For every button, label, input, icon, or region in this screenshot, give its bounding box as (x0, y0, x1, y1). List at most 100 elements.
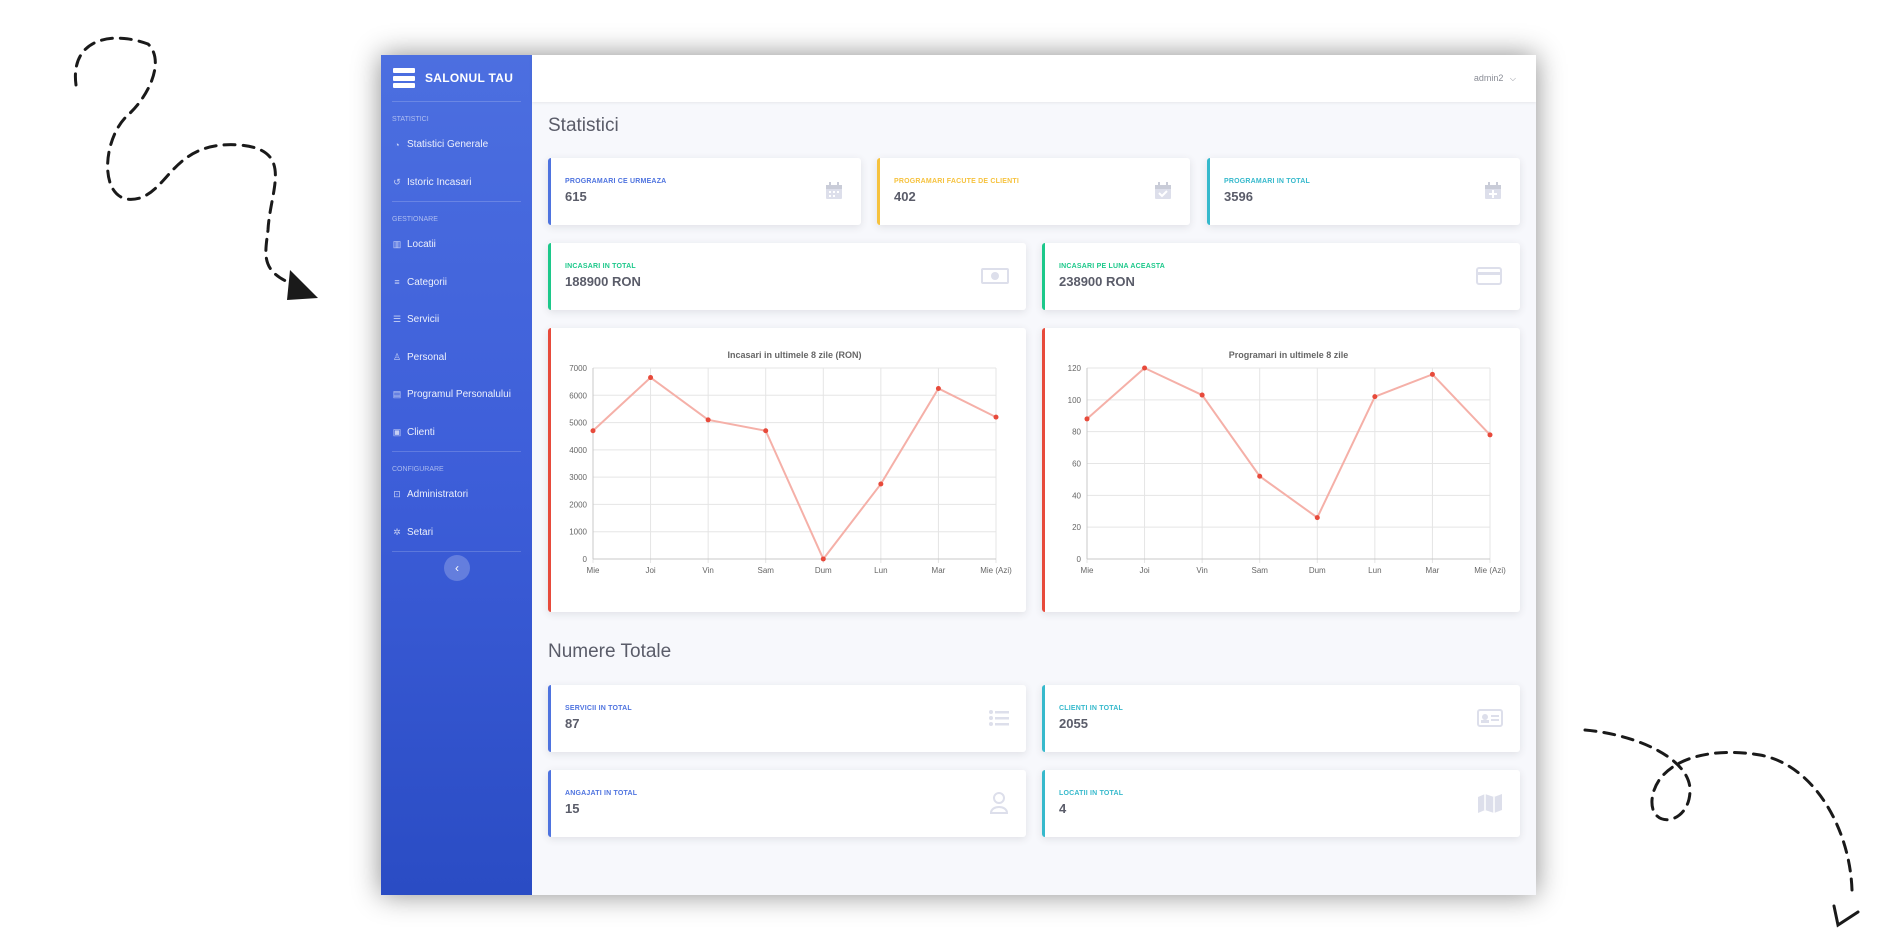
user-icon: ♙ (392, 351, 402, 362)
data-point (1142, 365, 1148, 371)
sidebar-item-istoric-incasari[interactable]: ↺ Istoric Incasari (381, 164, 532, 202)
stat-value: 615 (565, 189, 587, 204)
data-point (820, 556, 826, 562)
stat-label: PROGRAMARI FACUTE DE CLIENTI (894, 178, 1019, 185)
stat-value: 15 (565, 801, 580, 816)
chevron-left-icon: ‹ (455, 561, 459, 575)
stat-label: ANGAJATI IN TOTAL (565, 790, 638, 797)
stat-label: INCASARI PE LUNA ACEASTA (1059, 263, 1166, 270)
y-tick-label: 120 (1068, 364, 1082, 373)
series-line (592, 376, 997, 561)
sidebar-item-statistici-generale[interactable]: ◔ Statistici Generale (381, 126, 532, 164)
y-tick-label: 40 (1072, 491, 1081, 500)
stat-label: SERVICII IN TOTAL (565, 705, 632, 712)
y-tick-label: 0 (1077, 555, 1082, 564)
id-card-icon: ▣ (392, 426, 402, 437)
y-tick-label: 5000 (569, 419, 587, 428)
stat-value: 238900 RON (1059, 274, 1135, 289)
sidebar: SALONUL TAU STATISTICI ◔ Statistici Gene… (381, 55, 532, 895)
sidebar-toggle-button[interactable]: ‹ (444, 555, 470, 581)
sidebar-item-administratori[interactable]: ⊡ Administratori (381, 476, 532, 514)
x-tick-label: Lun (874, 566, 887, 575)
stat-card-programari-facute-de-clienti: PROGRAMARI FACUTE DE CLIENTI 402 (877, 158, 1190, 225)
total-card-servicii: SERVICII IN TOTAL 87 (548, 685, 1026, 752)
stat-value: 188900 RON (565, 274, 641, 289)
y-tick-label: 7000 (569, 364, 587, 373)
calendar-check-icon (1152, 180, 1174, 202)
data-point (1257, 473, 1263, 479)
sidebar-item-personal[interactable]: ♙ Personal (381, 339, 532, 377)
x-tick-label: Vin (1196, 566, 1207, 575)
stat-label: PROGRAMARI CE URMEAZA (565, 178, 667, 185)
chart-title: Incasari in ultimele 8 zile (RON) (727, 350, 861, 360)
data-point (1084, 416, 1090, 422)
stat-value: 4 (1059, 801, 1067, 816)
x-tick-label: Joi (645, 566, 655, 575)
stat-value: 402 (894, 189, 916, 204)
data-point (1429, 371, 1435, 377)
sidebar-item-label: Administratori (407, 489, 469, 501)
sidebar-item-setari[interactable]: ✲ Setari (381, 514, 532, 552)
sidebar-item-locatii[interactable]: ▥ Locatii (381, 226, 532, 264)
y-tick-label: 6000 (569, 391, 587, 400)
stat-card-programari-ce-urmeaza: PROGRAMARI CE URMEAZA 615 (548, 158, 861, 225)
chevron-down-icon: ⌵ (1509, 74, 1516, 83)
data-point (763, 428, 769, 434)
user-icon (988, 792, 1010, 814)
chart-card-incasari: Incasari in ultimele 8 zile (RON) 0 1000 20… (548, 328, 1026, 612)
x-tick-label: Mar (1426, 566, 1440, 575)
sidebar-divider (392, 451, 521, 452)
y-tick-label: 80 (1072, 428, 1081, 437)
list-icon: ≡ (394, 277, 400, 288)
user-menu[interactable]: admin2 ⌵ (1474, 73, 1516, 84)
sidebar-divider (392, 101, 521, 102)
map-icon: ▥ (392, 239, 402, 250)
id-card-icon (1476, 707, 1504, 729)
brand[interactable]: SALONUL TAU (381, 55, 532, 101)
data-point (1199, 392, 1205, 398)
sidebar-item-categorii[interactable]: ≡ Categorii (381, 264, 532, 302)
x-tick-label: Joi (1139, 566, 1149, 575)
stat-value: 2055 (1059, 716, 1088, 731)
credit-card-icon (1474, 265, 1504, 287)
x-tick-label: Mie (Azi) (1474, 566, 1506, 575)
calendar-icon (823, 180, 845, 202)
x-tick-label: Dum (815, 566, 832, 575)
sidebar-item-programul-personalului[interactable]: ▤ Programul Personalului (381, 376, 532, 414)
data-point (1487, 432, 1493, 438)
stat-value: 3596 (1224, 189, 1253, 204)
lock-icon: ⊡ (393, 489, 401, 500)
stat-value: 87 (565, 716, 580, 731)
map-icon (1476, 792, 1504, 814)
sidebar-item-label: Programul Personalului (407, 389, 511, 401)
app-window: SALONUL TAU STATISTICI ◔ Statistici Gene… (381, 55, 1536, 895)
topbar: admin2 ⌵ (532, 55, 1536, 102)
y-tick-label: 60 (1072, 460, 1081, 469)
brand-name: SALONUL TAU (425, 71, 514, 85)
list-ul-icon (988, 707, 1010, 729)
sidebar-divider (392, 201, 521, 202)
chart-incasari: Incasari in ultimele 8 zile (RON) 0 1000 20… (569, 350, 1012, 575)
x-tick-label: Dum (1309, 566, 1326, 575)
data-point (705, 417, 711, 423)
sidebar-item-label: Personal (407, 351, 447, 363)
sidebar-item-label: Statistici Generale (407, 139, 489, 151)
x-tick-label: Mar (932, 566, 946, 575)
sidebar-item-clienti[interactable]: ▣ Clienti (381, 414, 532, 452)
sidebar-heading-configurare: CONFIGURARE (392, 466, 444, 473)
sidebar-item-label: Servicii (407, 314, 440, 326)
stat-label: PROGRAMARI IN TOTAL (1224, 178, 1310, 185)
gear-icon: ✲ (393, 526, 401, 537)
stat-label: LOCATII IN TOTAL (1059, 790, 1124, 797)
income-card-month: INCASARI PE LUNA ACEASTA 238900 RON (1042, 243, 1520, 310)
sidebar-item-label: Categorii (407, 276, 448, 288)
y-tick-label: 0 (583, 555, 588, 564)
chart-title: Programari in ultimele 8 zile (1229, 350, 1349, 360)
data-point (1372, 394, 1378, 400)
sidebar-item-servicii[interactable]: ☰ Servicii (381, 301, 532, 339)
sidebar-divider (392, 551, 521, 552)
bottom-right-dashed-arrow (1583, 728, 1860, 928)
calendar-icon: ▤ (392, 389, 402, 400)
sidebar-heading-gestionare: GESTIONARE (392, 216, 438, 223)
